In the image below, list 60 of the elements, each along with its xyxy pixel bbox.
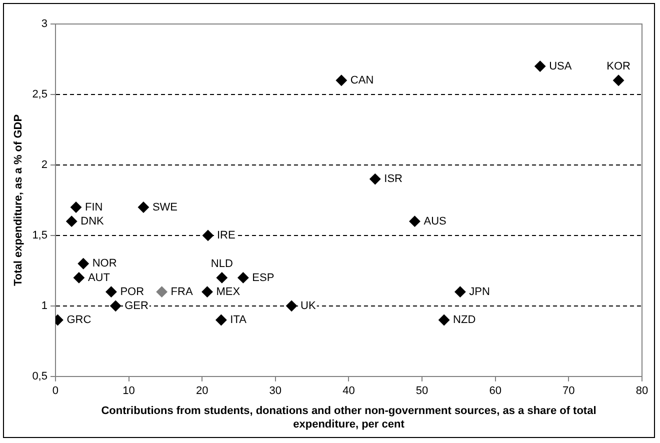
point: [286, 300, 298, 312]
annotation: SWE: [152, 201, 178, 214]
point: [138, 202, 149, 213]
annotation: AUS: [424, 215, 446, 228]
point: [438, 314, 450, 326]
annotation: DNK: [80, 215, 105, 228]
point: [110, 300, 122, 312]
annotation: ESP: [252, 272, 274, 284]
x-tick-label: 0: [52, 385, 59, 398]
annotation: POR: [120, 286, 144, 298]
point: [156, 286, 168, 298]
x-tick-label: 70: [562, 385, 575, 398]
point: [73, 272, 84, 284]
point: [370, 174, 381, 185]
point: [534, 60, 546, 72]
annotation: GER: [124, 300, 148, 312]
point: [216, 314, 227, 326]
point: [336, 74, 347, 86]
annotation: AUT: [88, 272, 110, 284]
x-tick-label: 60: [489, 385, 502, 398]
x-tick-label: 20: [196, 385, 208, 398]
x-tick-label: 10: [122, 385, 135, 398]
point: [106, 286, 117, 298]
point: [202, 230, 214, 241]
point: [238, 272, 249, 284]
annotation: NLD: [210, 258, 233, 270]
annotation: NZD: [453, 314, 476, 326]
annotation: IRE: [216, 229, 236, 242]
y-tick-label: 1: [41, 300, 48, 312]
x-tick-label: 30: [269, 385, 282, 398]
point: [409, 216, 420, 227]
annotation: NOR: [92, 258, 117, 270]
y-tick-label: 2: [41, 158, 48, 171]
point: [454, 286, 466, 298]
point: [202, 286, 213, 298]
annotation: JPN: [469, 286, 490, 298]
y-tick-label: 2,5: [32, 88, 48, 101]
annotation: KOR: [606, 60, 631, 72]
annotation: FRA: [170, 286, 194, 298]
x-tick-label: 50: [416, 385, 428, 398]
annotation: CAN: [350, 74, 374, 86]
annotation: MEX: [216, 286, 241, 298]
annotation: FIN: [85, 201, 103, 214]
annotation: UK: [300, 300, 317, 312]
annotation: ISR: [384, 173, 403, 186]
point: [70, 202, 82, 213]
x-tick-label: 40: [342, 385, 355, 398]
y-tick-label: 3: [41, 18, 48, 30]
x-axis-title: Contributions from students, donations and other non-government sources, as a share of total expenditure, per cent: [101, 405, 596, 430]
annotation: ITA: [230, 314, 248, 326]
point: [66, 216, 78, 227]
annotation: GRC: [66, 314, 92, 326]
point: [613, 74, 624, 86]
y-tick-label: 0,5: [32, 370, 48, 382]
y-tick-label: 1,5: [32, 229, 48, 242]
annotation: USA: [549, 60, 572, 72]
x-tick-label: 80: [636, 385, 648, 398]
point: [216, 272, 228, 284]
point: [78, 258, 89, 270]
y-axis-title: Total expenditure, as a % of GDP: [12, 114, 25, 286]
